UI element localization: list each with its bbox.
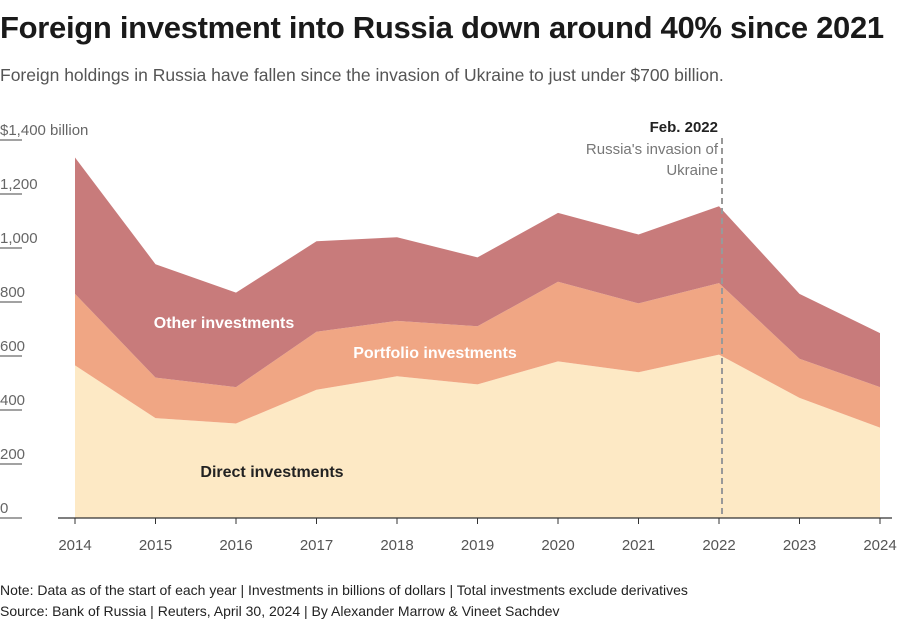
y-tick-label-1400: $1,400 billion [0, 122, 88, 139]
area-direct-investments [75, 354, 880, 518]
x-tick-label-2017: 2017 [300, 537, 333, 554]
x-tick-label-2022: 2022 [702, 537, 735, 554]
x-tick-label-2018: 2018 [380, 537, 413, 554]
x-tick-label-2019: 2019 [461, 537, 494, 554]
annotation-text-line-1: Russia's invasion of [586, 141, 719, 158]
chart-title: Foreign investment into Russia down arou… [0, 10, 884, 45]
y-tick-label-0: 0 [0, 500, 8, 517]
y-tick-label-1000: 1,000 [0, 230, 38, 247]
x-tick-label-2014: 2014 [58, 537, 91, 554]
series-label-direct-investments: Direct investments [200, 464, 343, 481]
y-tick-label-800: 800 [0, 284, 25, 301]
y-tick-label-600: 600 [0, 338, 25, 355]
series-label-other-investments: Other investments [154, 315, 295, 332]
x-tick-label-2016: 2016 [219, 537, 252, 554]
stacked-area-chart: 0 200 400 600 800 1,000 1,200 $1,400 billion 201… [0, 119, 897, 554]
chart-note: Note: Data as of the start of each year … [0, 582, 688, 598]
x-tick-label-2020: 2020 [541, 537, 574, 554]
annotation-text-line-2: Ukraine [666, 162, 718, 179]
area-other-investments [75, 157, 880, 388]
area-portfolio-investments [75, 281, 880, 428]
annotation-title: Feb. 2022 [650, 119, 718, 136]
chart-subtitle: Foreign holdings in Russia have fallen s… [0, 65, 724, 85]
x-tick-label-2015: 2015 [139, 537, 172, 554]
y-tick-label-1200: 1,200 [0, 176, 38, 193]
chart-source: Source: Bank of Russia | Reuters, April … [0, 603, 560, 619]
series-label-portfolio-investments: Portfolio investments [353, 345, 517, 362]
x-tick-label-2023: 2023 [783, 537, 816, 554]
y-tick-label-400: 400 [0, 392, 25, 409]
x-tick-label-2021: 2021 [622, 537, 655, 554]
y-tick-label-200: 200 [0, 446, 25, 463]
x-tick-label-2024: 2024 [863, 537, 896, 554]
